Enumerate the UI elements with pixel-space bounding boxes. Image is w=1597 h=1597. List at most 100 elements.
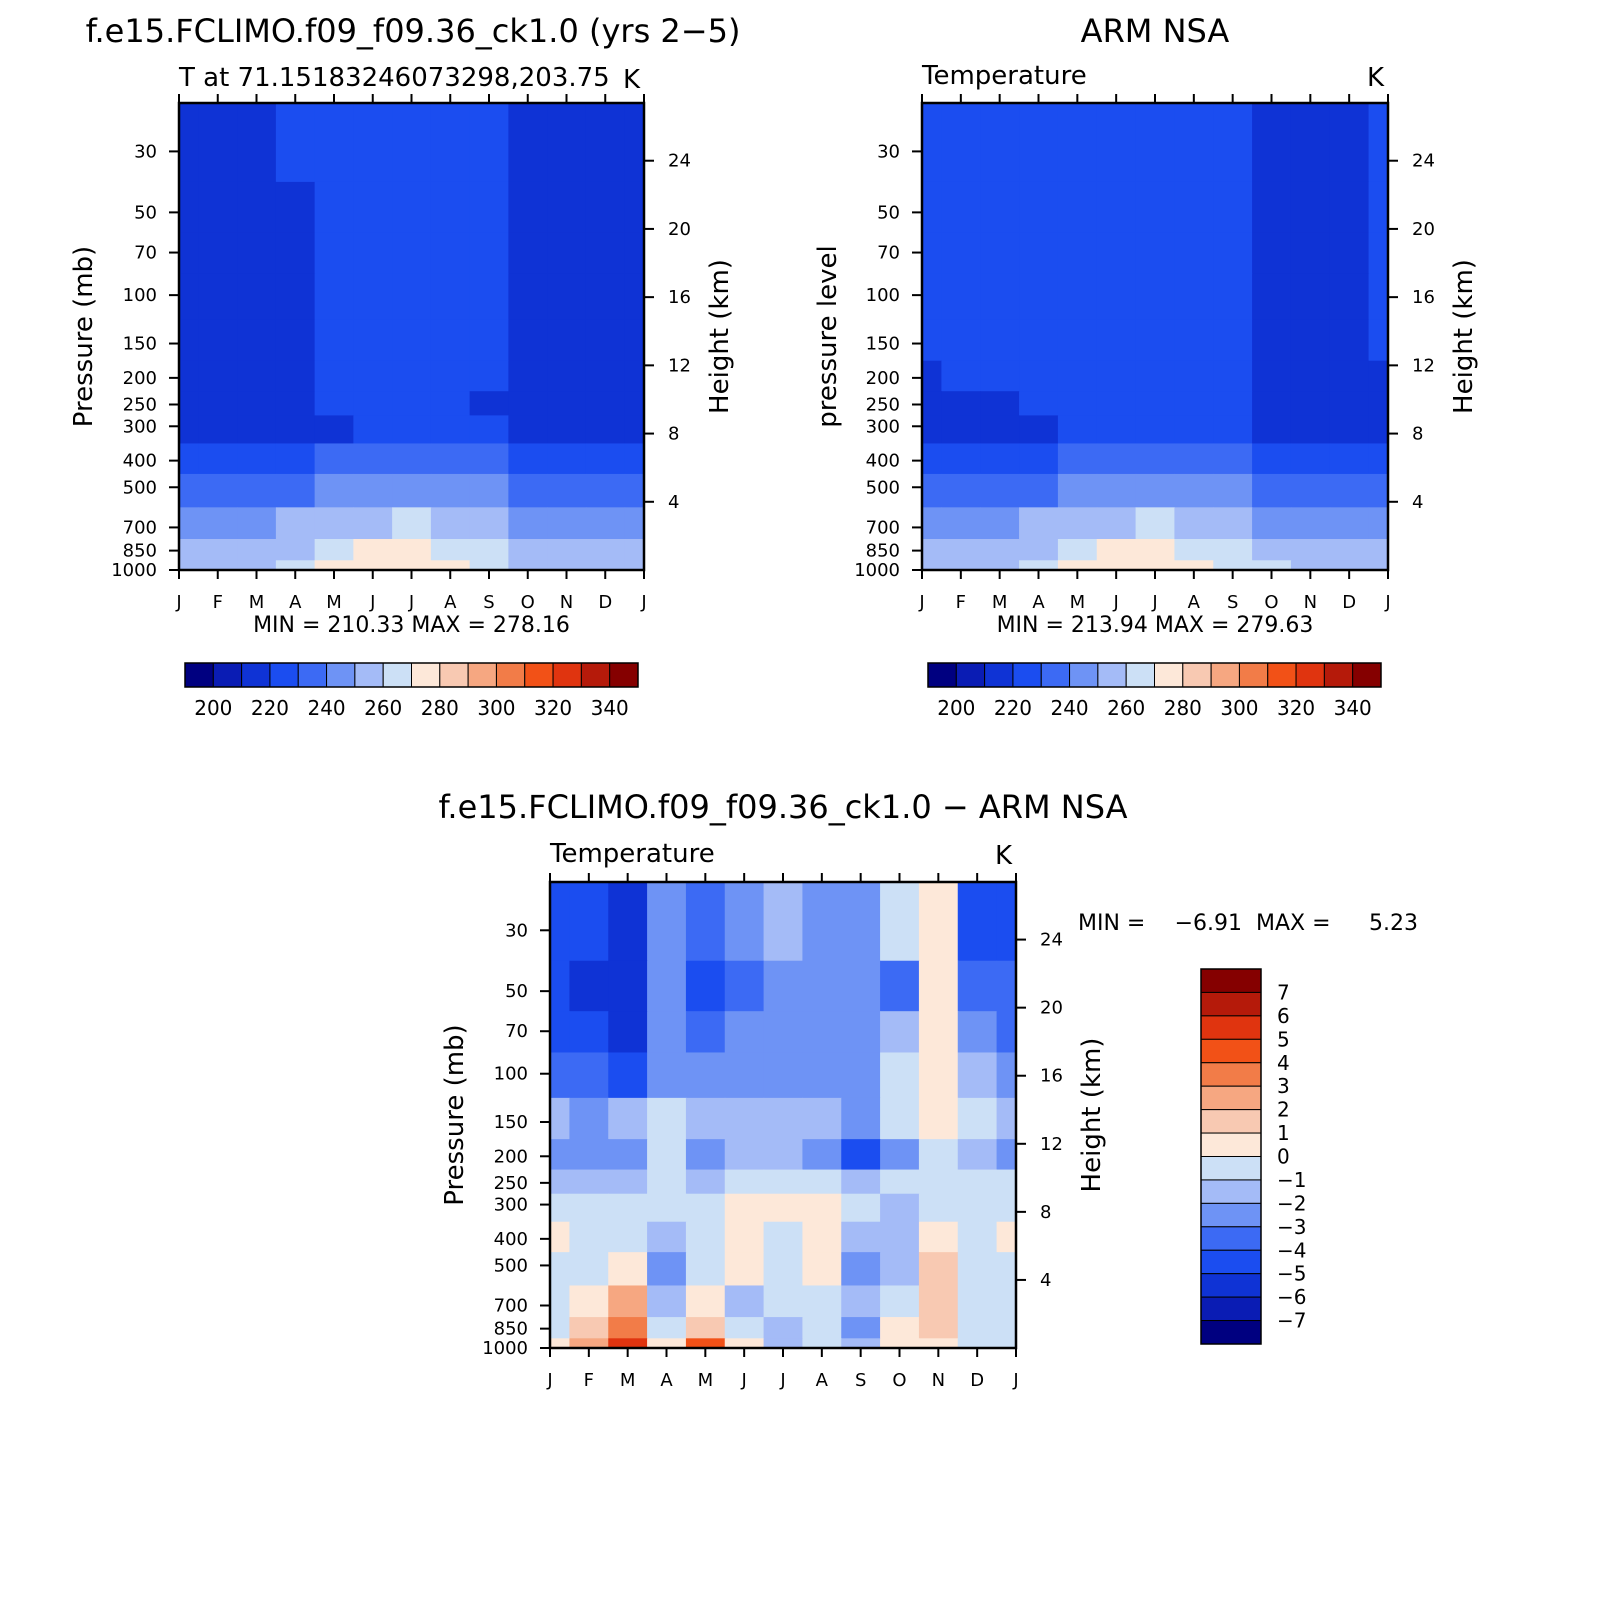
right-y-tick-label: 24: [1040, 930, 1063, 951]
contour-cell: [918, 960, 959, 1012]
contour-cell: [585, 539, 626, 561]
contour-cell: [569, 1139, 609, 1171]
panel-title: f.e15.FCLIMO.f09_f09.36_ck1.0 (yrs 2−5): [86, 12, 741, 50]
contour-cell: [179, 560, 199, 571]
contour-cell: [996, 1285, 1017, 1318]
contour-cell: [1019, 560, 1059, 571]
contour-cell: [1096, 319, 1137, 362]
y-tick-label: 200: [866, 368, 900, 389]
contour-cell: [353, 473, 393, 508]
x-tick-label: J: [918, 592, 924, 613]
contour-cell: [841, 1139, 881, 1171]
contour-cell: [1174, 539, 1214, 561]
contour-cell: [179, 319, 199, 362]
contour-cell: [763, 1052, 804, 1099]
contour-cell: [179, 539, 199, 561]
contour-cell: [179, 473, 199, 508]
contour-cell: [1135, 507, 1176, 540]
contour-cell: [1329, 273, 1370, 320]
contour-cell: [941, 273, 981, 320]
contour-cell: [1213, 443, 1253, 475]
y-tick-label: 50: [134, 202, 157, 223]
y-tick-label: 250: [866, 395, 900, 416]
contour-cell: [763, 1317, 804, 1339]
colorbar-label: 220: [994, 696, 1032, 720]
contour-cell: [922, 539, 943, 561]
contour-cell: [608, 1052, 648, 1099]
contour-cell: [1096, 539, 1137, 561]
contour-cell: [880, 1097, 920, 1140]
contour-cell: [469, 319, 509, 362]
contour-cell: [550, 1169, 571, 1195]
contour-cell: [353, 181, 393, 234]
contour-cell: [1135, 319, 1176, 362]
contour-cell: [275, 560, 316, 571]
contour-cell: [1368, 507, 1389, 540]
contour-cell: [647, 1317, 687, 1339]
right-y-tick-label: 20: [1412, 219, 1435, 240]
contour-cell: [941, 560, 981, 571]
colorbar-swatch: [1125, 662, 1155, 688]
x-tick-label: J: [741, 1370, 747, 1391]
contour-cell: [1057, 273, 1098, 320]
x-tick-label: M: [326, 592, 342, 613]
contour-cell: [1096, 391, 1137, 416]
contour-cell: [763, 960, 804, 1012]
x-tick-label: S: [855, 1370, 866, 1391]
contour-cell: [802, 1139, 842, 1171]
x-tick-label: M: [992, 592, 1008, 613]
contour-cell: [569, 1052, 609, 1099]
x-tick-label: J: [1151, 592, 1157, 613]
contour-cell: [1174, 415, 1214, 445]
colorbar-swatch: [212, 662, 243, 688]
contour-cell: [198, 319, 238, 362]
colorbar-swatch: [1200, 1179, 1262, 1204]
contour-cell: [198, 181, 238, 234]
colorbar-swatch: [609, 662, 639, 688]
colorbar-swatch: [1200, 1062, 1262, 1087]
colorbar-label: 280: [421, 696, 459, 720]
contour-cell: [918, 882, 959, 962]
contour-cell: [314, 319, 354, 362]
contour-cell: [1329, 539, 1370, 561]
contour-cell: [624, 232, 645, 275]
contour-cell: [1329, 181, 1370, 234]
right-y-tick-label: 4: [1040, 1270, 1051, 1291]
contour-cell: [724, 1011, 765, 1054]
x-tick-label: N: [1304, 592, 1317, 613]
contour-cell: [724, 1285, 765, 1318]
contour-cell: [1174, 273, 1214, 320]
contour-cell: [841, 960, 881, 1012]
x-tick-label: S: [483, 592, 494, 613]
contour-cell: [763, 1097, 804, 1140]
contour-cell: [841, 1097, 881, 1140]
contour-cell: [1174, 319, 1214, 362]
contour-field: [179, 103, 645, 571]
y-tick-label: 30: [877, 141, 900, 162]
contour-cell: [1096, 560, 1137, 571]
contour-cell: [1290, 443, 1331, 475]
contour-cell: [918, 1052, 959, 1099]
colorbar-swatch: [1200, 1132, 1262, 1157]
chart-panel-obs: J F M A M J J A S O N D J305070100150200250300400500…: [813, 12, 1479, 720]
colorbar-label: −4: [1277, 1238, 1306, 1262]
contour-cell: [550, 1052, 571, 1099]
y-tick-label: 300: [123, 416, 157, 437]
contour-cell: [996, 1097, 1017, 1140]
contour-cell: [763, 1338, 804, 1349]
contour-cell: [922, 415, 943, 445]
contour-cell: [508, 273, 548, 320]
colorbar-swatch: [927, 662, 957, 688]
contour-cell: [996, 882, 1017, 962]
contour-cell: [1252, 391, 1292, 416]
contour-cell: [880, 1221, 920, 1253]
colorbar-label: 340: [591, 696, 629, 720]
contour-cell: [1019, 391, 1059, 416]
contour-cell: [647, 1221, 687, 1253]
contour-cell: [314, 232, 354, 275]
y-tick-label: 150: [866, 334, 900, 355]
colorbar: 200 220 240 260 280 300 320 340: [184, 662, 639, 720]
x-tick-label: J: [1012, 1370, 1018, 1391]
contour-cell: [880, 1011, 920, 1054]
contour-cell: [1213, 181, 1253, 234]
